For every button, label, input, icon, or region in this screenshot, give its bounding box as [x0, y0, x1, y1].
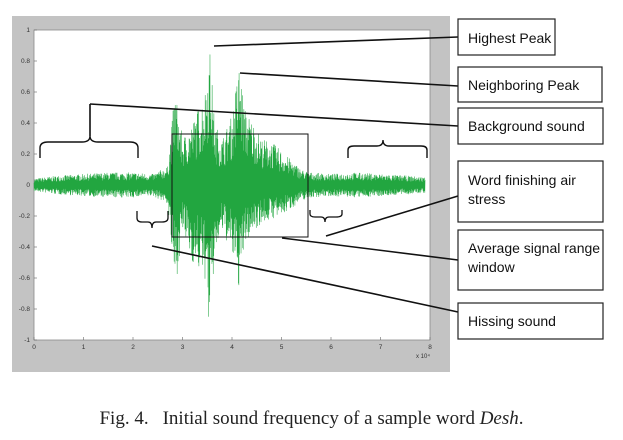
annotation-highest-peak-label: Highest Peak — [468, 30, 552, 46]
x-tick-label: 3 — [181, 344, 185, 351]
figure-caption: Fig. 4. Initial sound frequency of a samp… — [0, 408, 623, 430]
pointer-average-window — [281, 237, 459, 261]
annotation-hissing-sound: Hissing sound — [457, 302, 604, 340]
annotation-word-finishing-label: Word finishing air stress — [468, 172, 576, 207]
x-tick-label: 2 — [131, 344, 135, 351]
pointer-highest-peak — [213, 36, 459, 47]
annotation-average-window: Average signal range window — [457, 229, 604, 291]
pointer-hissing — [151, 245, 459, 313]
y-tick-label: 0.6 — [21, 89, 30, 96]
y-tick-label: 0.4 — [21, 120, 30, 127]
x-tick-label: 1 — [82, 344, 86, 351]
y-tick-label: -0.4 — [19, 244, 31, 251]
y-tick-label: 0.2 — [21, 151, 30, 158]
annotation-average-window-label: Average signal range window — [467, 240, 600, 275]
waveform — [33, 54, 426, 317]
annotation-hissing-sound-label: Hissing sound — [468, 313, 556, 329]
x-tick-label: 8 — [428, 344, 432, 351]
annotation-neighboring-peak: Neighboring Peak — [457, 66, 603, 103]
x-tick-label: 0 — [32, 344, 36, 351]
bracket-word-finishing — [309, 210, 343, 223]
annotation-neighboring-peak-label: Neighboring Peak — [468, 77, 580, 93]
pointer-neighboring-peak — [239, 72, 459, 87]
x-tick-label: 4 — [230, 344, 234, 351]
caption-end: . — [518, 408, 524, 429]
annotation-background-sound: Background sound — [457, 107, 604, 145]
caption-number: Fig. 4. — [99, 408, 149, 429]
pointer-word-finishing — [325, 195, 459, 237]
y-tick-label: -0.2 — [19, 213, 31, 220]
x-tick-label: 6 — [329, 344, 333, 351]
y-tick-label: 0 — [26, 182, 30, 189]
caption-word: Desh — [479, 408, 519, 429]
annotation-word-finishing: Word finishing air stress — [457, 160, 604, 223]
axis-ticks: 0 1 2 3 4 5 6 7 8 x 10⁴ 1 0.8 0.6 0.4 0.2 0 -0.2 -0.4 -0.6… — [19, 27, 432, 360]
annotation-background-sound-label: Background sound — [468, 118, 585, 134]
y-tick-label: 0.8 — [21, 58, 30, 65]
annotation-highest-peak: Highest Peak — [457, 18, 556, 56]
bracket-hissing — [136, 211, 169, 229]
y-tick-label: -0.8 — [19, 306, 31, 313]
bracket-background-right — [347, 139, 428, 158]
y-tick-label: -1 — [24, 337, 30, 344]
y-tick-label: -0.6 — [19, 275, 31, 282]
x-tick-label: 7 — [379, 344, 383, 351]
overlays — [39, 36, 459, 313]
x-tick-label: 5 — [280, 344, 284, 351]
waveform-series — [33, 54, 426, 317]
x-exponent-label: x 10⁴ — [416, 353, 430, 360]
caption-text: Initial sound frequency of a sample word — [162, 408, 480, 429]
y-tick-label: 1 — [26, 27, 30, 34]
pointer-background-sound — [89, 103, 459, 127]
average-signal-window — [171, 133, 309, 238]
